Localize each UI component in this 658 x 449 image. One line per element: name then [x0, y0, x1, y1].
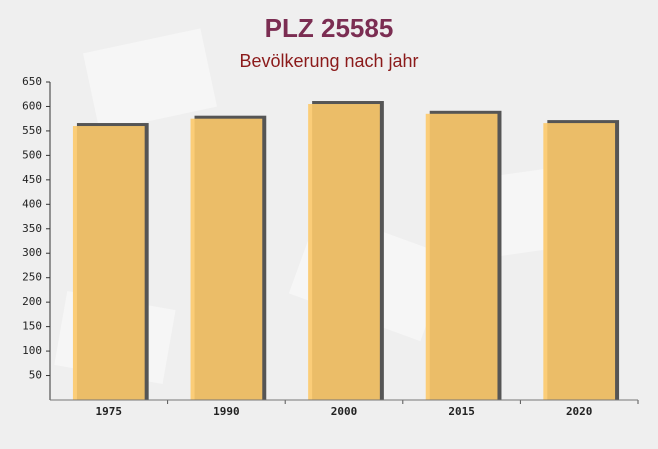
y-tick-label: 150: [22, 320, 42, 333]
y-tick-label: 350: [22, 222, 42, 235]
y-tick-label: 400: [22, 197, 42, 210]
y-tick-label: 650: [22, 75, 42, 88]
bar: [190, 118, 263, 400]
y-tick-label: 550: [22, 124, 42, 137]
y-tick-label: 200: [22, 295, 42, 308]
y-tick-label: 450: [22, 173, 42, 186]
bar: [308, 104, 380, 400]
bar: [425, 113, 498, 401]
x-tick-label: 1990: [213, 405, 240, 418]
chart-title: PLZ 25585: [265, 13, 394, 43]
bar: [72, 126, 145, 401]
y-tick-label: 600: [22, 99, 42, 112]
chart-subtitle: Bevölkerung nach jahr: [239, 51, 418, 71]
x-tick-label: 1975: [96, 405, 123, 418]
y-tick-label: 100: [22, 344, 42, 357]
y-tick-label: 500: [22, 148, 42, 161]
x-tick-label: 2020: [566, 405, 593, 418]
y-tick-label: 250: [22, 271, 42, 284]
x-tick-label: 2000: [331, 405, 358, 418]
x-tick-label: 2015: [448, 405, 475, 418]
y-tick-label: 50: [29, 369, 42, 382]
y-tick-label: 300: [22, 246, 42, 259]
bar: [543, 123, 616, 400]
